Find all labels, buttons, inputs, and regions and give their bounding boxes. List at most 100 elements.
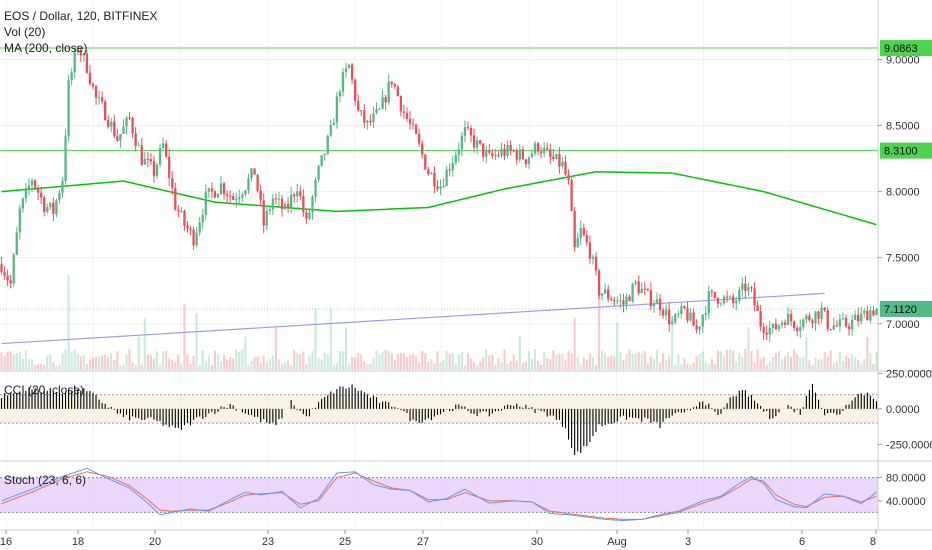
volume-bar xyxy=(226,359,229,370)
candle-body xyxy=(613,300,616,302)
volume-bar xyxy=(67,275,70,370)
volume-bar xyxy=(625,354,628,370)
volume-bar xyxy=(738,353,741,370)
volume-bar xyxy=(472,362,476,370)
candle-body xyxy=(262,200,265,226)
volume-bar xyxy=(655,349,659,370)
candle-body xyxy=(24,188,28,199)
volume-bar xyxy=(546,358,549,370)
candle-body xyxy=(286,203,290,208)
candle-body xyxy=(323,153,326,156)
volume-bar xyxy=(594,365,598,370)
candle-body xyxy=(375,109,378,114)
candle-body xyxy=(387,81,390,103)
cci-band xyxy=(0,394,878,424)
candle-body xyxy=(277,198,281,200)
stoch-legend[interactable]: Stoch (23, 6, 6) xyxy=(4,472,86,488)
volume-bar xyxy=(503,349,506,370)
level-price-tag: 9.0863 xyxy=(884,43,918,55)
candle-body xyxy=(55,200,58,214)
volume-bar xyxy=(735,362,738,370)
price-legend[interactable]: EOS / Dollar, 120, BITFINEX Vol (20) MA … xyxy=(4,8,157,56)
volume-bar xyxy=(110,353,113,370)
candle-body xyxy=(643,288,646,290)
candle-body xyxy=(668,309,671,325)
volume-bar xyxy=(405,356,409,370)
cci-pane[interactable] xyxy=(0,383,878,455)
volume-bar xyxy=(390,353,393,370)
candle-body xyxy=(482,143,485,157)
candle-body xyxy=(588,242,592,259)
volume-bar xyxy=(277,359,281,370)
candle-body xyxy=(597,270,601,296)
volume-bar xyxy=(3,356,6,370)
candle-body xyxy=(814,311,817,324)
volume-bar xyxy=(223,355,226,370)
candle-body xyxy=(689,312,692,321)
volume-bar xyxy=(204,361,207,370)
volume-bar xyxy=(27,359,31,370)
volume-bar xyxy=(460,351,463,370)
candle-body xyxy=(27,185,31,189)
candle-body xyxy=(100,97,104,102)
volume-bar xyxy=(134,365,137,370)
candle-body xyxy=(198,222,201,233)
volume-bar xyxy=(24,350,27,370)
volume-bar xyxy=(335,363,338,370)
volume-bar xyxy=(662,353,665,370)
candle-body xyxy=(30,180,34,186)
stoch-pane[interactable] xyxy=(0,467,878,522)
candle-body xyxy=(85,53,89,73)
volume-bar xyxy=(567,350,570,370)
volume-bar xyxy=(64,349,67,370)
volume-bar xyxy=(101,355,104,370)
volume-bar xyxy=(158,364,162,370)
candle-body xyxy=(793,321,796,328)
volume-bar xyxy=(186,354,189,370)
volume-bar xyxy=(128,349,131,370)
volume-bar xyxy=(570,353,573,370)
volume-bar xyxy=(665,360,668,370)
candle-body xyxy=(442,186,445,188)
volume-bar xyxy=(631,353,634,370)
volume-bar xyxy=(851,354,854,370)
volume-bar xyxy=(658,362,662,370)
candle-body xyxy=(79,50,82,56)
cci-legend[interactable]: CCI (20, close) xyxy=(4,382,84,398)
volume-bar xyxy=(494,364,497,370)
volume-bar xyxy=(0,352,3,370)
volume-bar xyxy=(323,352,326,370)
candle-body xyxy=(488,150,491,153)
candle-body xyxy=(354,79,357,101)
volume-bar xyxy=(759,358,762,370)
volume-bar xyxy=(58,364,61,370)
candle-body xyxy=(225,194,229,196)
candle-body xyxy=(186,225,189,229)
volume-bar xyxy=(375,349,378,370)
volume-bar xyxy=(622,360,625,370)
candle-body xyxy=(680,306,683,315)
volume-bar xyxy=(628,349,631,370)
volume-bar xyxy=(857,360,860,370)
volume-bar xyxy=(171,359,174,370)
candle-body xyxy=(399,96,403,112)
candle-body xyxy=(424,154,427,170)
volume-bar xyxy=(543,351,546,370)
volume-bar xyxy=(802,357,805,370)
candle-body xyxy=(305,212,308,219)
volume-bar xyxy=(268,358,271,370)
volume-bar xyxy=(777,350,780,370)
candle-body xyxy=(844,318,848,327)
volume-bar xyxy=(835,361,838,370)
candle-body xyxy=(293,194,296,197)
candle-body xyxy=(372,113,375,123)
volume-bar xyxy=(12,354,15,370)
price-pane[interactable] xyxy=(0,0,879,528)
candle-body xyxy=(445,169,448,187)
volume-bar xyxy=(579,364,582,370)
candle-body xyxy=(698,326,701,330)
candle-body xyxy=(64,136,67,182)
volume-bar xyxy=(140,364,143,370)
volume-bar xyxy=(168,358,171,370)
volume-bar xyxy=(439,361,442,370)
